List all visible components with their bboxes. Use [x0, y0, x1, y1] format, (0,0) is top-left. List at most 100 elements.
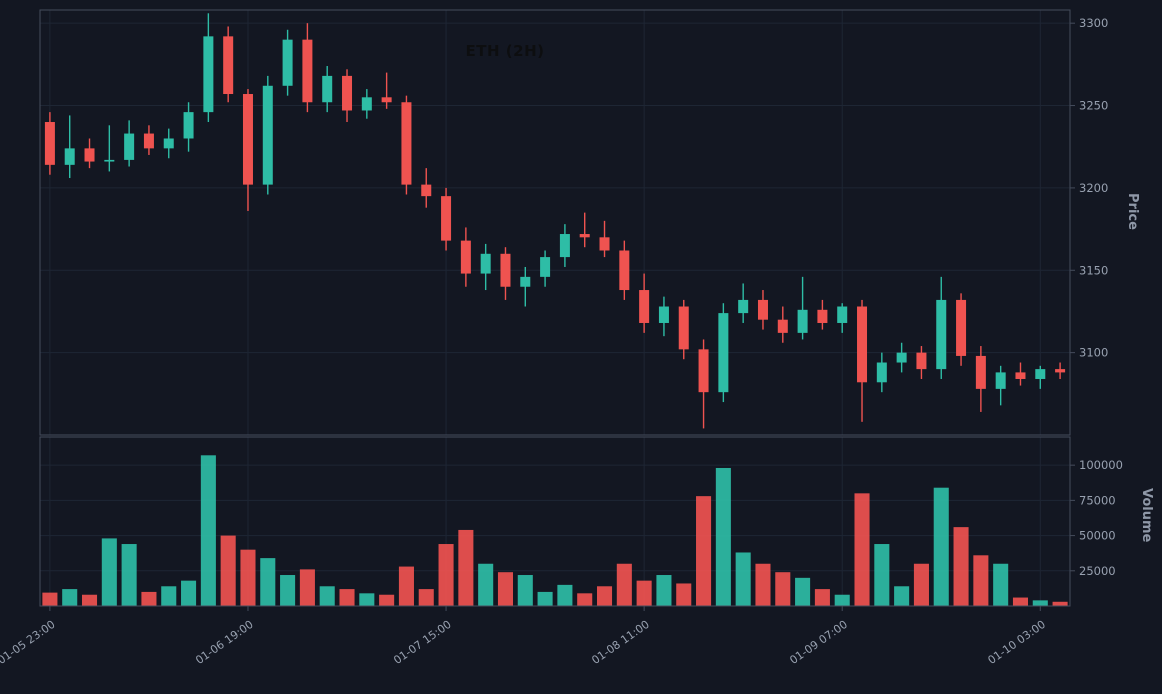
candle-body	[64, 148, 75, 165]
candle-body	[322, 75, 333, 103]
candle-body	[1035, 369, 1046, 379]
candle-body	[1015, 372, 1026, 379]
candle-body	[381, 97, 392, 103]
price-tick-label: 3300	[1079, 16, 1108, 30]
candle-body	[401, 102, 412, 185]
volume-bar	[933, 487, 949, 606]
volume-bar	[953, 527, 969, 606]
volume-bar	[299, 569, 315, 606]
candle-body	[975, 355, 986, 389]
candle-body	[143, 133, 154, 149]
volume-bar	[537, 591, 553, 606]
candle-body	[916, 352, 927, 370]
volume-bar	[319, 586, 335, 606]
volume-bar	[735, 552, 751, 606]
volume-bar	[200, 455, 216, 606]
volume-tick-label: 100000	[1079, 458, 1123, 472]
candle-body	[441, 196, 452, 241]
candle-body	[876, 362, 887, 383]
volume-bar	[636, 580, 652, 606]
candle-body	[84, 148, 95, 162]
volume-bar	[339, 589, 355, 606]
candle-body	[223, 36, 234, 95]
candle-body	[757, 299, 768, 320]
price-tick-label: 3100	[1079, 346, 1108, 360]
volume-bar	[993, 563, 1009, 606]
volume-bar	[438, 544, 454, 606]
volume-bar	[81, 594, 98, 606]
candle-body	[777, 319, 788, 333]
volume-bar	[874, 544, 890, 606]
volume-bar	[1032, 600, 1048, 606]
volume-bar	[101, 538, 117, 606]
price-tick-label: 3200	[1079, 181, 1108, 195]
volume-panel-border	[39, 436, 1071, 607]
volume-bar	[497, 572, 514, 606]
volume-bar	[121, 544, 137, 606]
volume-bar	[854, 493, 870, 606]
candle-body	[837, 306, 848, 323]
volume-bar	[418, 589, 434, 606]
candle-body	[342, 75, 353, 111]
candle-body	[262, 85, 273, 185]
candle-body	[738, 299, 749, 314]
candle-body	[896, 352, 907, 363]
candle-body	[500, 253, 511, 287]
candle-body	[817, 309, 828, 323]
candle-body	[698, 349, 709, 393]
candle-body	[282, 39, 293, 86]
volume-bar	[161, 586, 177, 606]
volume-bar	[755, 563, 771, 606]
candle-body	[1055, 369, 1066, 373]
candle-body	[559, 234, 570, 258]
candle-body	[520, 276, 531, 287]
price-panel-border	[39, 9, 1071, 436]
candle-body	[361, 97, 372, 111]
volume-bar	[458, 529, 474, 606]
candle-body	[658, 306, 669, 323]
candle-body	[936, 299, 947, 370]
volume-bar	[220, 535, 236, 606]
candle-body	[302, 39, 313, 103]
candle-body	[163, 138, 174, 149]
volume-bar	[280, 575, 296, 606]
volume-bar	[616, 563, 632, 606]
candle-body	[104, 159, 115, 162]
volume-bar	[795, 577, 811, 606]
volume-tick-label: 75000	[1079, 493, 1116, 507]
price-tick-label: 3150	[1079, 263, 1108, 277]
volume-bar	[1052, 601, 1068, 606]
candle-body	[718, 313, 729, 393]
volume-tick-label: 25000	[1079, 564, 1116, 578]
volume-bar	[42, 592, 58, 606]
candle-body	[540, 257, 551, 277]
volume-bar	[775, 572, 791, 606]
candle-body	[460, 240, 471, 274]
volume-bar	[62, 589, 78, 606]
volume-bar	[260, 558, 276, 606]
volume-bar	[596, 586, 613, 606]
volume-bar	[359, 593, 375, 606]
volume-bar	[913, 563, 929, 606]
candle-body	[579, 234, 590, 238]
volume-bar	[557, 584, 573, 606]
volume-bar	[577, 593, 593, 606]
volume-bar	[696, 496, 712, 606]
candle-body	[242, 94, 253, 185]
volume-bar	[814, 589, 830, 606]
candle-body	[183, 112, 194, 139]
candle-body	[619, 250, 630, 291]
volume-bar	[141, 591, 157, 606]
volume-bar	[715, 467, 731, 606]
volume-bar	[240, 549, 256, 606]
candle-body	[124, 133, 135, 160]
price-axis-title: Price	[1125, 193, 1140, 230]
volume-bar	[398, 566, 414, 606]
volume-bar	[894, 586, 910, 606]
candle-body	[599, 237, 610, 251]
volume-bar	[517, 575, 533, 606]
volume-axis-title: Volume	[1139, 488, 1154, 543]
volume-bar	[181, 580, 197, 606]
